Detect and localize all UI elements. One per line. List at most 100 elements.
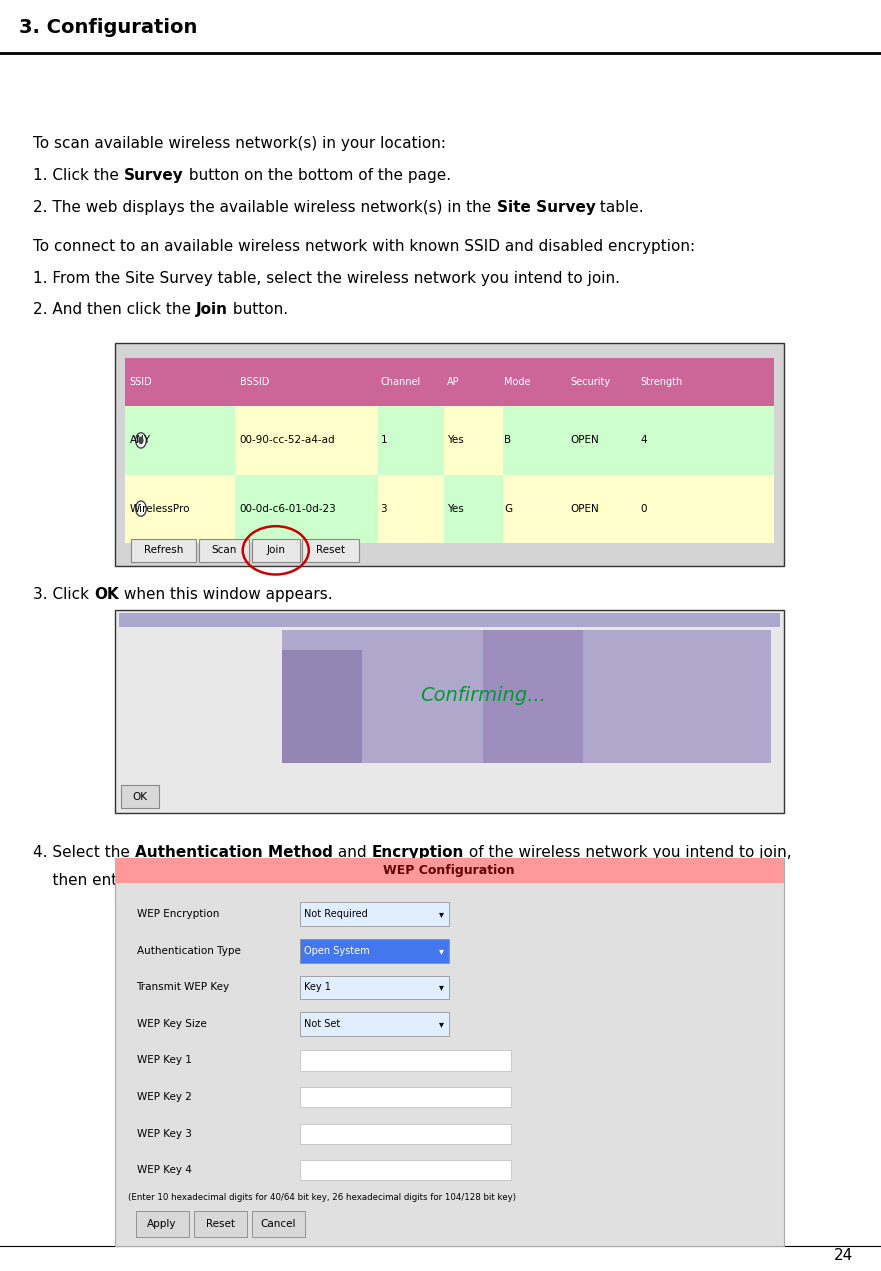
Text: ▾: ▾ [439, 909, 444, 919]
Text: 00-90-cc-52-a4-ad: 00-90-cc-52-a4-ad [240, 436, 336, 445]
Text: Yes: Yes [447, 436, 463, 445]
Text: 0: 0 [640, 503, 647, 513]
Text: 4. Select the: 4. Select the [33, 845, 135, 860]
Text: WEP Key 1: WEP Key 1 [137, 1055, 191, 1065]
Text: when finished.: when finished. [516, 873, 633, 888]
Text: Transmit WEP Key: Transmit WEP Key [137, 982, 230, 993]
Text: Reset: Reset [206, 1219, 234, 1229]
Text: of the wireless network you intend to join,: of the wireless network you intend to jo… [464, 845, 792, 860]
Text: Encryption: Encryption [372, 845, 464, 860]
Text: AP: AP [447, 377, 459, 388]
Text: To scan available wireless network(s) in your location:: To scan available wireless network(s) in… [33, 136, 447, 151]
FancyBboxPatch shape [252, 539, 300, 562]
Circle shape [138, 437, 144, 445]
FancyBboxPatch shape [115, 858, 784, 883]
Text: Apply: Apply [147, 1219, 177, 1229]
Text: OPEN: OPEN [570, 503, 599, 513]
FancyBboxPatch shape [300, 976, 449, 999]
Text: Channel: Channel [381, 377, 421, 388]
FancyBboxPatch shape [300, 1124, 511, 1144]
Text: B: B [504, 436, 511, 445]
Text: when this window appears.: when this window appears. [119, 587, 333, 602]
FancyBboxPatch shape [115, 610, 784, 813]
Text: Refresh: Refresh [144, 545, 183, 555]
Text: Site Survey: Site Survey [497, 200, 596, 215]
Text: Mode: Mode [504, 377, 530, 388]
Text: Open System: Open System [304, 946, 369, 956]
FancyBboxPatch shape [115, 343, 784, 566]
FancyBboxPatch shape [115, 858, 784, 1246]
Text: then enter the encryption keys in the key fields. Click: then enter the encryption keys in the ke… [33, 873, 468, 888]
Text: WEP Key 4: WEP Key 4 [137, 1166, 191, 1176]
Text: 00-0d-c6-01-0d-23: 00-0d-c6-01-0d-23 [240, 503, 337, 513]
Text: Strength: Strength [640, 377, 683, 388]
Text: 1. Click the: 1. Click the [33, 168, 124, 183]
Text: Yes: Yes [447, 503, 463, 513]
Text: Not Required: Not Required [304, 909, 367, 919]
Text: 24: 24 [833, 1248, 853, 1263]
Text: 4: 4 [640, 436, 648, 445]
FancyBboxPatch shape [300, 939, 449, 962]
FancyBboxPatch shape [235, 474, 378, 543]
Text: (Enter 10 hexadecimal digits for 40/64 bit key, 26 hexadecimal digits for 104/12: (Enter 10 hexadecimal digits for 40/64 b… [128, 1192, 515, 1202]
Text: 2. And then click the: 2. And then click the [33, 302, 196, 318]
FancyBboxPatch shape [302, 539, 359, 562]
FancyBboxPatch shape [300, 1087, 511, 1107]
Text: WEP Key 2: WEP Key 2 [137, 1092, 191, 1102]
Text: 3. Click: 3. Click [33, 587, 94, 602]
FancyBboxPatch shape [119, 613, 780, 627]
Text: 3. Configuration: 3. Configuration [19, 19, 197, 37]
Text: button on the bottom of the page.: button on the bottom of the page. [184, 168, 451, 183]
Circle shape [136, 433, 146, 449]
Text: ▾: ▾ [439, 1019, 444, 1030]
Text: Authentication Type: Authentication Type [137, 946, 241, 956]
FancyBboxPatch shape [300, 1050, 511, 1070]
FancyBboxPatch shape [282, 630, 771, 763]
Text: WirelessPro: WirelessPro [130, 503, 190, 513]
Text: Security: Security [570, 377, 611, 388]
Text: WEP Key 3: WEP Key 3 [137, 1129, 191, 1139]
FancyBboxPatch shape [483, 630, 583, 763]
Text: OK: OK [132, 792, 148, 802]
Text: Join: Join [266, 545, 285, 555]
FancyBboxPatch shape [300, 902, 449, 927]
Text: ANY: ANY [130, 436, 151, 445]
FancyBboxPatch shape [131, 539, 196, 562]
Text: Apply: Apply [468, 873, 516, 888]
FancyBboxPatch shape [444, 474, 503, 543]
Text: Confirming...: Confirming... [419, 686, 546, 705]
Text: G: G [504, 503, 512, 513]
Text: Key 1: Key 1 [304, 982, 331, 993]
Text: WEP Key Size: WEP Key Size [137, 1019, 206, 1030]
FancyBboxPatch shape [125, 474, 774, 543]
Text: Join: Join [196, 302, 228, 318]
Text: To connect to an available wireless network with known SSID and disabled encrypt: To connect to an available wireless netw… [33, 239, 696, 254]
FancyBboxPatch shape [125, 358, 774, 407]
FancyBboxPatch shape [199, 539, 249, 562]
FancyBboxPatch shape [282, 651, 362, 763]
Text: 3: 3 [381, 503, 388, 513]
Text: OK: OK [94, 587, 119, 602]
Text: button.: button. [228, 302, 288, 318]
FancyBboxPatch shape [444, 407, 503, 474]
Text: WEP Encryption: WEP Encryption [137, 909, 219, 919]
Text: table.: table. [596, 200, 644, 215]
FancyBboxPatch shape [300, 1160, 511, 1181]
FancyBboxPatch shape [136, 1211, 189, 1237]
Circle shape [136, 501, 146, 516]
FancyBboxPatch shape [125, 407, 774, 474]
FancyBboxPatch shape [121, 785, 159, 808]
Text: 1: 1 [381, 436, 388, 445]
Text: Authentication Method: Authentication Method [135, 845, 333, 860]
Text: SSID: SSID [130, 377, 152, 388]
Text: ▾: ▾ [439, 946, 444, 956]
Text: BSSID: BSSID [240, 377, 269, 388]
Text: Reset: Reset [316, 545, 344, 555]
Text: Cancel: Cancel [261, 1219, 296, 1229]
FancyBboxPatch shape [252, 1211, 305, 1237]
FancyBboxPatch shape [125, 543, 774, 562]
Text: Survey: Survey [124, 168, 184, 183]
Text: OPEN: OPEN [570, 436, 599, 445]
Text: 2. The web displays the available wireless network(s) in the: 2. The web displays the available wirele… [33, 200, 497, 215]
FancyBboxPatch shape [300, 1012, 449, 1036]
